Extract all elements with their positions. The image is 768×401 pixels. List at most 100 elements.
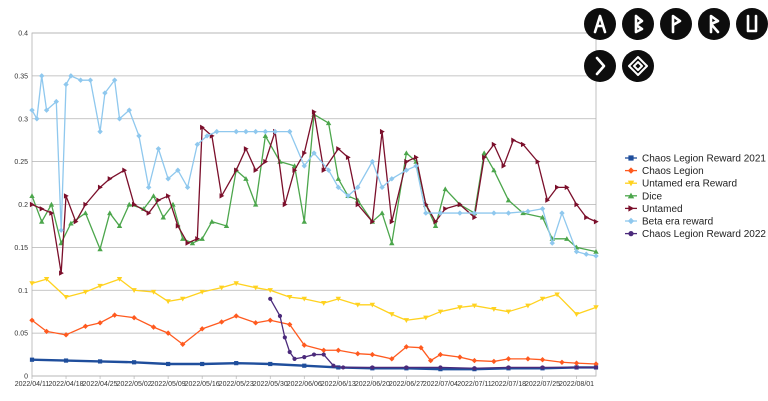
- y-tick-label: 0.25: [14, 159, 28, 166]
- data-point: [234, 361, 239, 366]
- data-point: [370, 218, 376, 225]
- data-point: [107, 176, 113, 182]
- data-point: [175, 167, 181, 173]
- data-point: [165, 176, 171, 182]
- rune-u-button[interactable]: [736, 8, 768, 40]
- data-point: [573, 312, 580, 317]
- legend-entry: Untamed: [642, 204, 683, 215]
- series-untamed-era-reward: [29, 277, 599, 323]
- data-point: [165, 299, 171, 305]
- data-point: [277, 313, 283, 319]
- data-point: [345, 193, 351, 199]
- data-point: [199, 326, 205, 332]
- data-point: [200, 361, 205, 367]
- data-point: [573, 248, 580, 255]
- rune-buttons: [584, 8, 768, 82]
- data-point: [122, 167, 128, 173]
- series-chaos-legion-reward-2022: [268, 296, 599, 371]
- rune-diamond-button[interactable]: [622, 50, 654, 82]
- data-point: [573, 360, 580, 366]
- data-point: [491, 307, 497, 312]
- data-point: [111, 312, 118, 318]
- data-point: [413, 163, 419, 169]
- legend-marker: [627, 217, 635, 225]
- data-point: [29, 107, 35, 113]
- data-point: [97, 246, 103, 252]
- data-point: [233, 313, 239, 319]
- rune-a-button[interactable]: [584, 8, 616, 40]
- data-point: [574, 201, 580, 208]
- legend-entry: Chaos Legion: [642, 166, 704, 177]
- data-point: [199, 289, 205, 295]
- data-point: [403, 167, 410, 173]
- data-point: [457, 210, 463, 216]
- data-point: [525, 356, 531, 362]
- data-point: [252, 201, 259, 207]
- data-point: [443, 206, 448, 212]
- data-point: [501, 163, 507, 169]
- rune-p-button[interactable]: [660, 8, 692, 40]
- data-point: [180, 296, 186, 302]
- data-point: [29, 193, 35, 199]
- y-tick-label: 0.3: [18, 116, 28, 123]
- data-point: [58, 227, 64, 233]
- data-point: [389, 240, 395, 246]
- data-point: [97, 128, 103, 135]
- data-point: [336, 365, 341, 370]
- data-point: [539, 206, 546, 212]
- data-point: [132, 360, 137, 365]
- x-tick-label: 2022/08/01: [559, 381, 594, 388]
- data-point: [535, 158, 541, 165]
- legend-entry: Dice: [642, 191, 662, 202]
- data-point: [471, 357, 478, 364]
- legend-marker: [628, 205, 635, 212]
- data-point: [97, 283, 103, 289]
- data-point: [116, 116, 123, 122]
- legend-entry: Beta era reward: [642, 217, 713, 228]
- x-tick-label: 2022/07/18: [491, 381, 526, 388]
- data-point: [150, 324, 157, 330]
- rune-button-bg: [736, 8, 768, 40]
- data-point: [243, 176, 249, 181]
- data-point: [379, 128, 385, 135]
- data-point: [505, 197, 512, 203]
- data-point: [564, 236, 570, 241]
- x-tick-label: 2022/04/18: [49, 381, 84, 388]
- series-chaos-legion: [29, 312, 599, 367]
- data-point: [63, 332, 69, 338]
- data-point: [301, 218, 307, 224]
- data-point: [593, 248, 599, 254]
- rune-b-icon: [634, 14, 644, 34]
- data-point: [39, 206, 45, 212]
- data-point: [520, 141, 526, 148]
- rune-a-icon: [593, 14, 607, 34]
- data-point: [404, 158, 410, 165]
- rune-button-bg: [584, 50, 616, 82]
- rune-b-button[interactable]: [622, 8, 654, 40]
- data-point: [481, 150, 487, 156]
- data-point: [292, 356, 297, 361]
- data-point: [423, 315, 429, 321]
- rune-r-button[interactable]: [698, 8, 730, 40]
- data-point: [457, 354, 463, 360]
- data-point: [136, 133, 142, 139]
- legend-entry: Untamed era Reward: [642, 179, 737, 190]
- data-point: [34, 116, 40, 122]
- data-point: [403, 150, 410, 156]
- series-line: [31, 278, 597, 321]
- data-point: [379, 184, 385, 191]
- data-point: [403, 344, 410, 350]
- legend-marker: [628, 155, 634, 161]
- data-point: [272, 128, 278, 135]
- legend-marker: [628, 231, 634, 237]
- data-point: [311, 352, 317, 357]
- data-point: [126, 107, 132, 113]
- rune-arrow-button[interactable]: [584, 50, 616, 82]
- data-point: [219, 193, 225, 199]
- data-point: [403, 318, 410, 323]
- data-point: [505, 210, 512, 216]
- data-point: [457, 305, 463, 311]
- data-point: [175, 223, 181, 229]
- data-point: [525, 208, 531, 215]
- series-line: [31, 358, 596, 371]
